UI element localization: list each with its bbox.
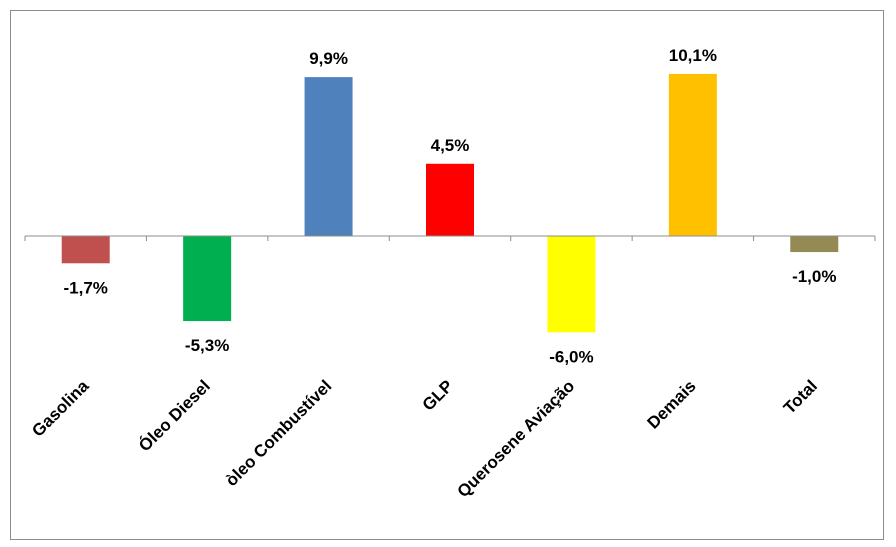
- category-label: GLP: [419, 376, 457, 414]
- bars-group: [61, 73, 839, 333]
- bar-3: [426, 163, 474, 236]
- data-label: -1,0%: [792, 267, 836, 286]
- category-label: Óleo Diesel: [135, 376, 214, 455]
- category-label: òleo Combustível: [222, 376, 336, 490]
- bar-1: [183, 236, 232, 322]
- data-label: -1,7%: [64, 278, 108, 297]
- data-label: -6,0%: [549, 347, 593, 366]
- chart-frame: [10, 10, 884, 540]
- tick-group: [24, 236, 876, 241]
- category-label: Gasolina: [28, 376, 93, 441]
- data-label: 4,5%: [431, 136, 470, 155]
- category-labels-group: Gasolina Óleo Diesel òleo Combustível GLPQu…: [28, 376, 821, 501]
- bar-4: [547, 236, 596, 333]
- data-label: 10,1%: [669, 46, 717, 65]
- data-label: 9,9%: [309, 49, 348, 68]
- category-label: Querosene Aviação: [453, 376, 578, 501]
- data-label: -5,3%: [185, 336, 229, 355]
- category-label: Demais: [643, 376, 699, 432]
- bar-2: [304, 77, 353, 236]
- bar-6: [790, 236, 839, 253]
- data-labels-group: -1,7% -5,3% 9,9% 4,5% -6,0% 10,1% -1,0%: [64, 46, 837, 366]
- category-label: Total: [780, 376, 821, 417]
- bar-0: [61, 236, 110, 264]
- bar-5: [668, 73, 717, 237]
